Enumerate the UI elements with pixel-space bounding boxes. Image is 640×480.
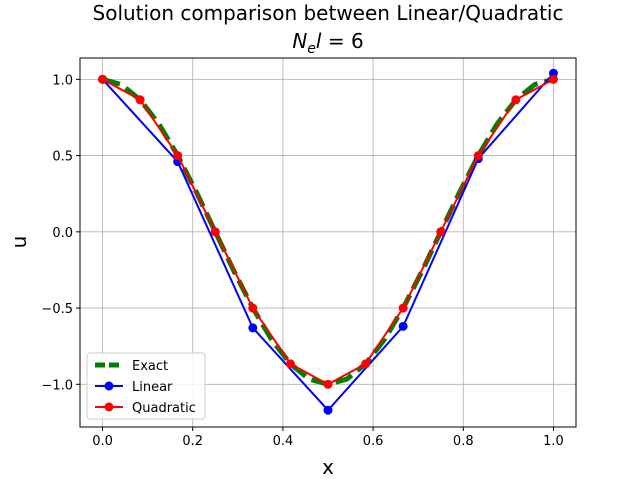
series-layer	[98, 68, 558, 415]
y-tick-label: −0.5	[41, 302, 73, 317]
ticks: 0.0 0.2 0.4 0.6 0.8 1.0 −1.0 −0.5 0.0 0.5 1.0	[41, 73, 563, 449]
series-quadratic-point	[248, 303, 258, 313]
y-axis-label: u	[7, 236, 31, 249]
series-quadratic-point	[210, 227, 220, 237]
y-tick-label: 1.0	[52, 73, 73, 88]
subtitle-value: = 6	[321, 29, 363, 53]
series-quadratic-point	[398, 303, 408, 313]
subtitle-sub: e	[307, 41, 316, 57]
legend: Exact Linear Quadratic	[86, 352, 206, 420]
x-tick-label: 0.6	[363, 434, 384, 449]
legend-exact-label: Exact	[132, 359, 168, 374]
series-quadratic-point	[511, 95, 521, 105]
plot-frame	[79, 57, 577, 428]
x-tick-label: 1.0	[543, 434, 564, 449]
x-tick-label: 0.4	[273, 434, 294, 449]
series-quadratic-point	[548, 74, 558, 84]
legend-quadratic-label: Quadratic	[132, 401, 196, 416]
series-linear-point	[323, 405, 333, 415]
y-tick-label: 0.5	[52, 150, 73, 165]
chart-subtitle: Nel = 6	[292, 29, 363, 57]
series-quadratic-point	[173, 151, 183, 161]
series-quadratic-point	[436, 227, 446, 237]
x-tick-label: 0.2	[182, 434, 203, 449]
series-quadratic-point	[285, 359, 295, 369]
series-quadratic-point	[98, 74, 108, 84]
series-linear-point	[248, 323, 258, 333]
series-linear-point	[398, 321, 408, 331]
x-tick-label: 0.8	[453, 434, 474, 449]
legend-quadratic-marker	[104, 402, 114, 412]
subtitle-rest: l	[316, 29, 322, 53]
legend-linear-marker	[104, 381, 114, 391]
y-tick-label: −1.0	[41, 378, 73, 393]
chart-title: Solution comparison between Linear/Quadr…	[93, 1, 564, 25]
series-quadratic-point	[361, 359, 371, 369]
x-tick-label: 0.0	[92, 434, 113, 449]
y-tick-label: 0.0	[52, 226, 73, 241]
legend-linear-label: Linear	[132, 380, 173, 395]
series-quadratic-point	[323, 379, 333, 389]
series-quadratic-point	[473, 151, 483, 161]
x-axis-label: x	[322, 455, 334, 479]
series-quadratic-point	[135, 95, 145, 105]
legend-box	[86, 352, 206, 420]
subtitle-base: N	[292, 29, 307, 53]
